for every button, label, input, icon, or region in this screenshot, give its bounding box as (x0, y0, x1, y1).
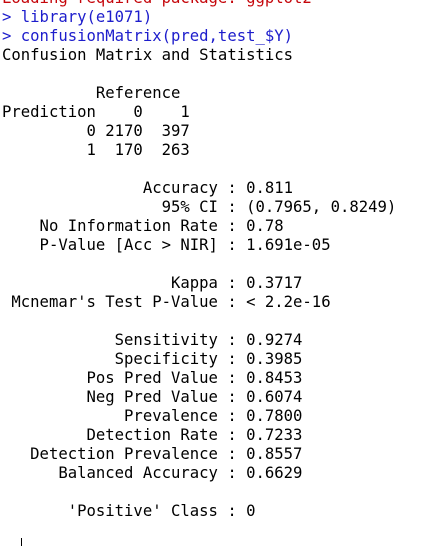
stat-balanced-accuracy: Balanced Accuracy : 0.6629 (2, 464, 303, 482)
matrix-reference-header: Reference (2, 84, 181, 102)
stat-sensitivity: Sensitivity : 0.9274 (2, 331, 303, 349)
stat-positive-class: 'Positive' Class : 0 (2, 502, 256, 520)
loading-message: Loading required package: ggplot2 (2, 0, 447, 8)
stat-specificity: Specificity : 0.3985 (2, 350, 303, 368)
stat-no-information-rate: No Information Rate : 0.78 (2, 217, 284, 235)
stat-detection-prevalence: Detection Prevalence : 0.8557 (2, 445, 303, 463)
matrix-row: 1 170 263 (2, 141, 190, 159)
output-line (2, 312, 447, 331)
stat-neg-pred-value: Neg Pred Value : 0.6074 (2, 388, 303, 406)
output-line (2, 65, 447, 84)
stat-detection-rate: Detection Rate : 0.7233 (2, 426, 303, 444)
command-line: > confusionMatrix(pred,test_$Y) (2, 27, 294, 45)
output-line (2, 521, 447, 540)
command-line: > library(e1071) (2, 8, 153, 26)
output-line (2, 255, 447, 274)
stat-mcnemar: Mcnemar's Test P-Value : < 2.2e-16 (2, 293, 331, 311)
matrix-column-header: Prediction 0 1 (2, 103, 190, 121)
stat-kappa: Kappa : 0.3717 (2, 274, 303, 292)
stat-prevalence: Prevalence : 0.7800 (2, 407, 303, 425)
output-line (2, 160, 447, 179)
stat-ci: 95% CI : (0.7965, 0.8249) (2, 198, 397, 216)
output-line (2, 483, 447, 502)
stat-pos-pred-value: Pos Pred Value : 0.8453 (2, 369, 303, 387)
output-title: Confusion Matrix and Statistics (2, 46, 294, 64)
stat-p-value: P-Value [Acc > NIR] : 1.691e-05 (2, 236, 331, 254)
matrix-row: 0 2170 397 (2, 122, 190, 140)
text-cursor (21, 538, 22, 546)
stat-accuracy: Accuracy : 0.811 (2, 179, 294, 197)
